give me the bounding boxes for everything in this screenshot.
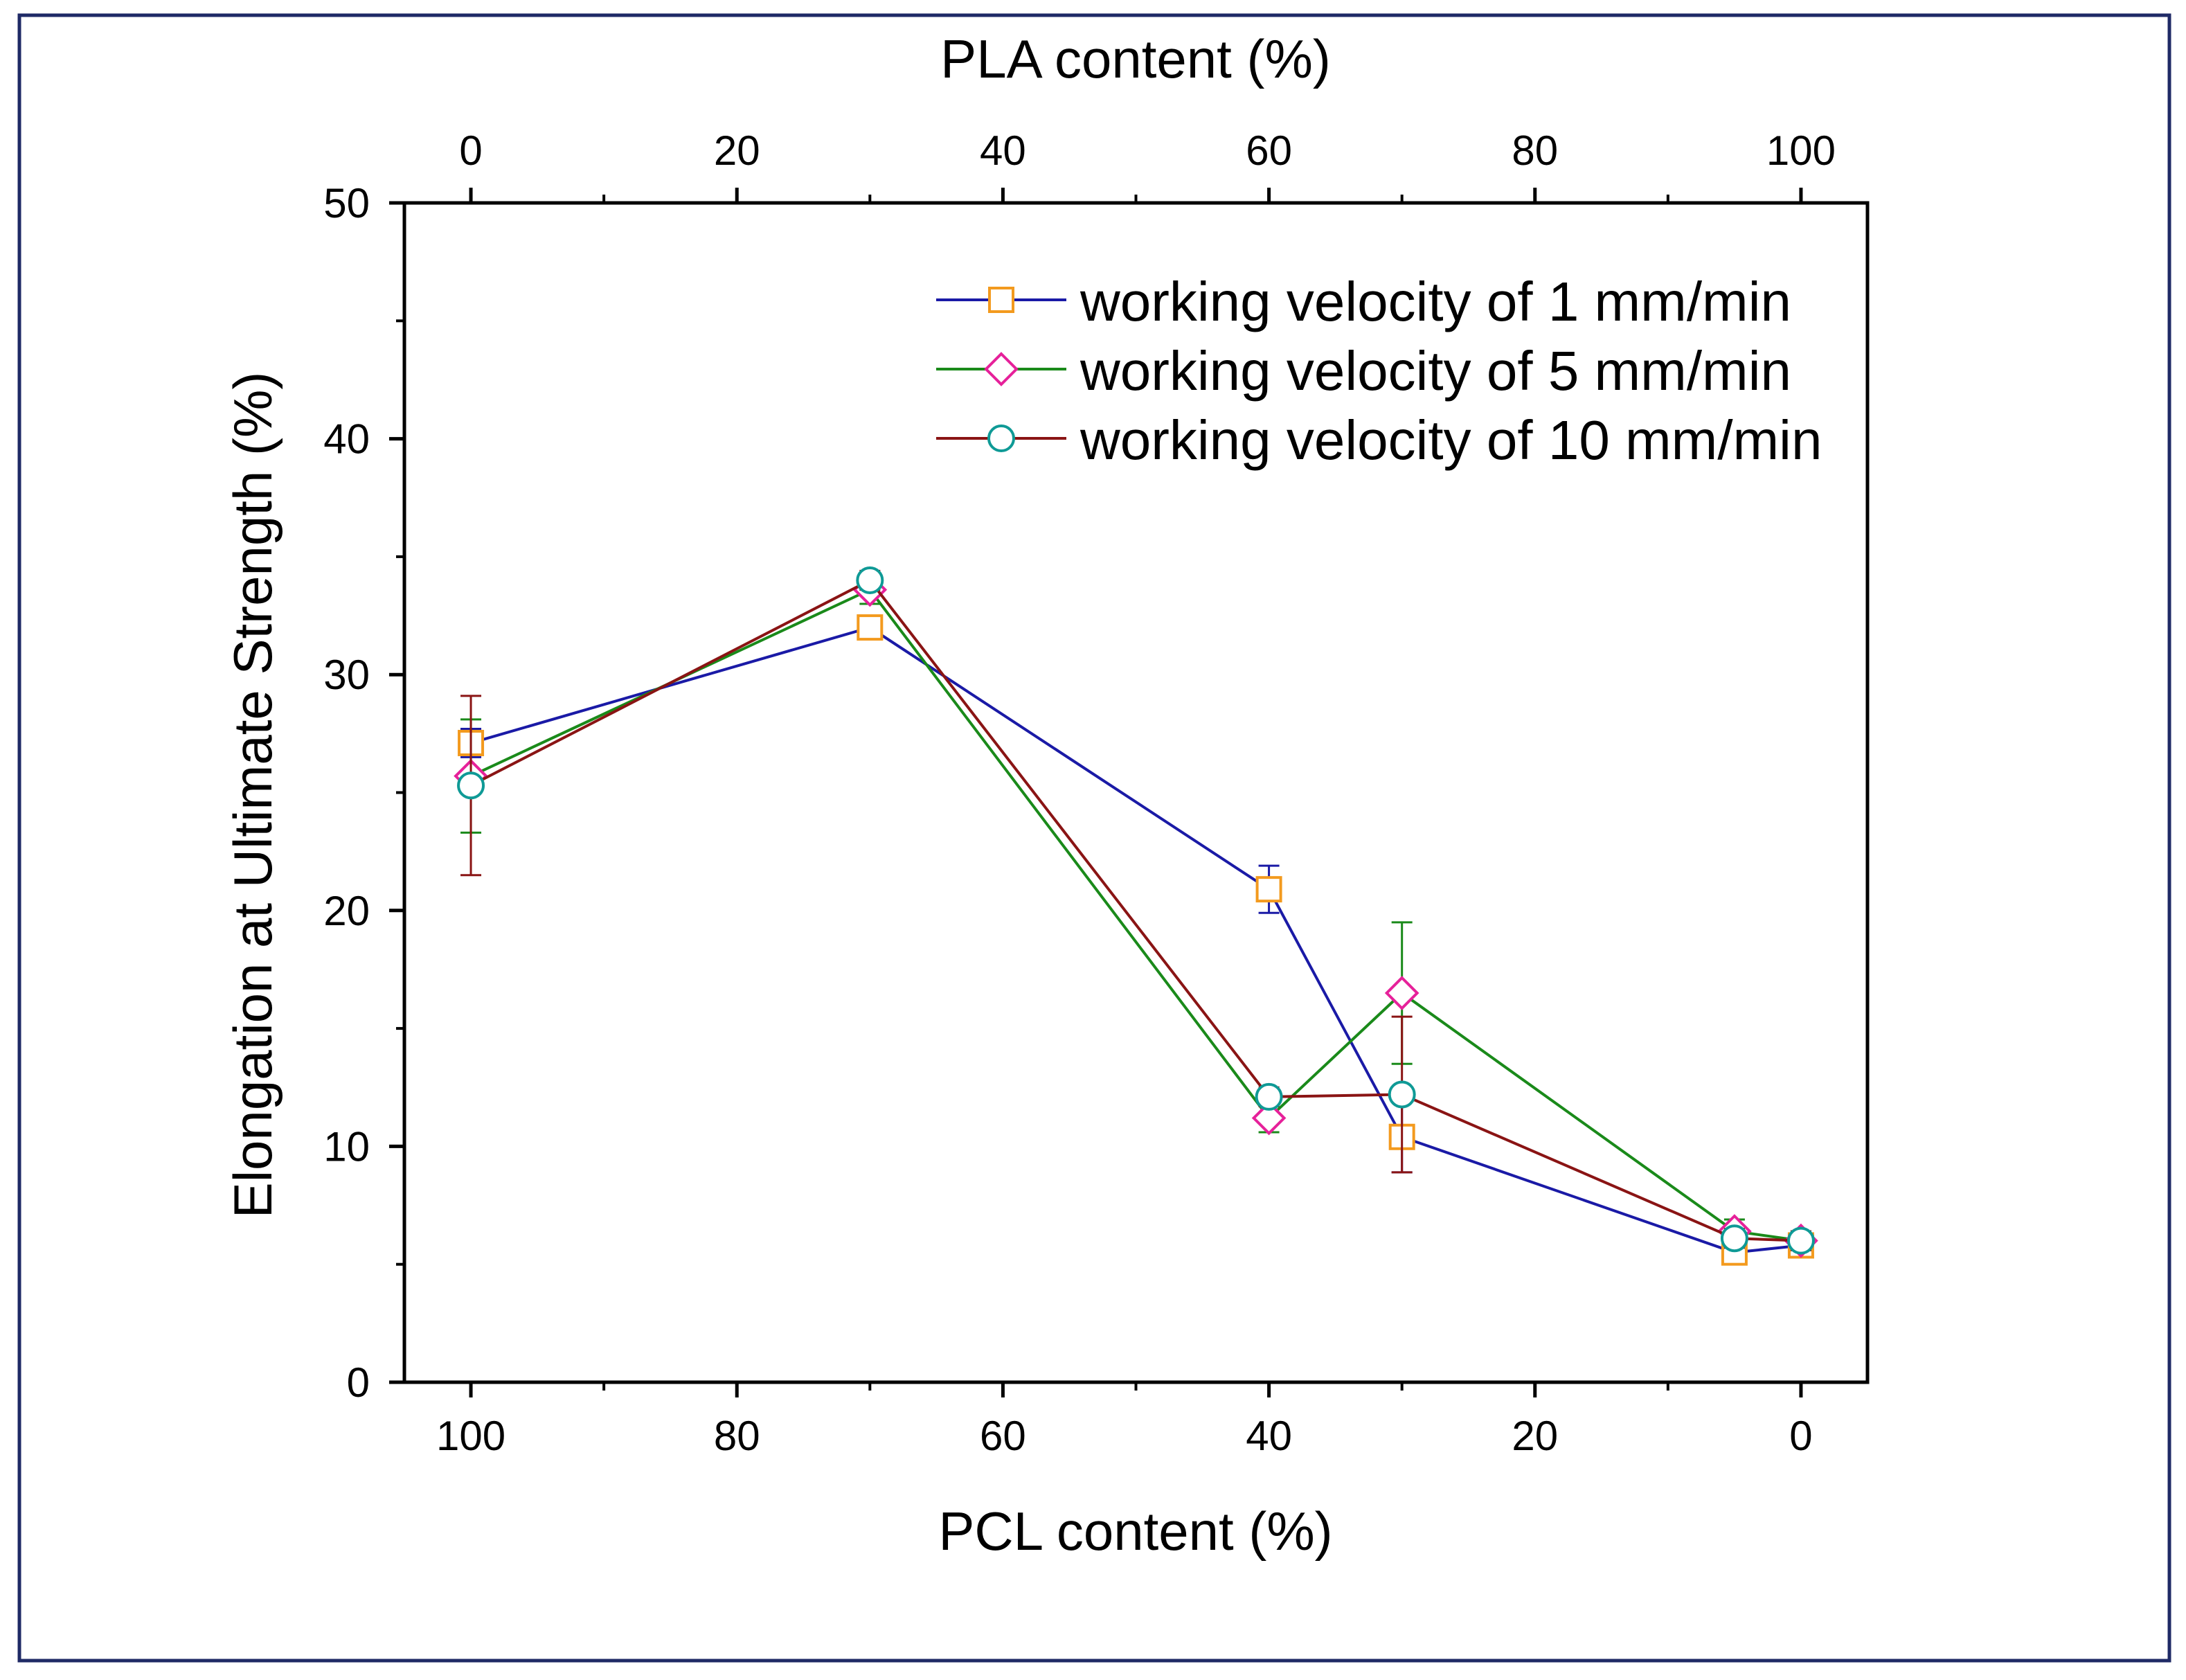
x-axis-title: PCL content (%): [938, 1501, 1332, 1562]
legend-label-1mm: working velocity of 1 mm/min: [1079, 271, 1791, 332]
data-series: [454, 566, 1818, 1266]
y-tick-label: 40: [323, 416, 370, 463]
x2-tick-label: 100: [1766, 127, 1836, 174]
x-tick-label: 40: [1246, 1413, 1292, 1459]
legend-marker: [987, 425, 1015, 452]
x2-tick-label: 20: [714, 127, 760, 174]
data-point: [1384, 976, 1419, 1010]
y-axis-title: Elongation at Ultimate Strength (%): [222, 372, 283, 1219]
x2-tick-label: 80: [1512, 127, 1558, 174]
x-tick-label: 60: [980, 1413, 1026, 1459]
legend: working velocity of 1 mm/min working vel…: [936, 271, 1822, 471]
y-axis-ticks: 0 10 20 30 40 50: [323, 180, 404, 1406]
x-tick-label: 100: [436, 1413, 505, 1459]
data-point: [1388, 1080, 1416, 1109]
data-point: [1255, 876, 1282, 903]
legend-marker: [984, 352, 1019, 386]
x2-tick-label: 40: [980, 127, 1026, 174]
data-point: [1720, 1224, 1748, 1253]
data-point: [1255, 1082, 1283, 1111]
data-point: [1251, 1100, 1287, 1136]
legend-marker: [988, 287, 1014, 313]
x2-axis-title: PLA content (%): [940, 28, 1331, 89]
x2-tick-label: 0: [459, 127, 482, 174]
y-tick-label: 50: [323, 180, 370, 226]
data-point: [457, 771, 485, 800]
figure-frame: [17, 13, 2171, 1663]
x-tick-label: 0: [1789, 1413, 1812, 1459]
x-axis-ticks: 100 80 60 40 20 0: [436, 1382, 1813, 1459]
y-tick-label: 20: [323, 888, 370, 934]
x-tick-label: 80: [714, 1413, 760, 1459]
data-point: [857, 614, 884, 641]
y-tick-label: 10: [323, 1123, 370, 1170]
data-point: [856, 566, 884, 594]
x2-tick-label: 60: [1246, 127, 1292, 174]
x-tick-label: 20: [1512, 1413, 1558, 1459]
legend-label-5mm: working velocity of 5 mm/min: [1079, 340, 1791, 402]
series-3: [457, 566, 1815, 1255]
y-tick-label: 30: [323, 652, 370, 698]
x2-axis-ticks: 0 20 40 60 80 100: [459, 127, 1836, 203]
y-tick-label: 0: [347, 1359, 370, 1406]
legend-label-10mm: working velocity of 10 mm/min: [1079, 409, 1822, 471]
data-point: [1786, 1226, 1815, 1255]
